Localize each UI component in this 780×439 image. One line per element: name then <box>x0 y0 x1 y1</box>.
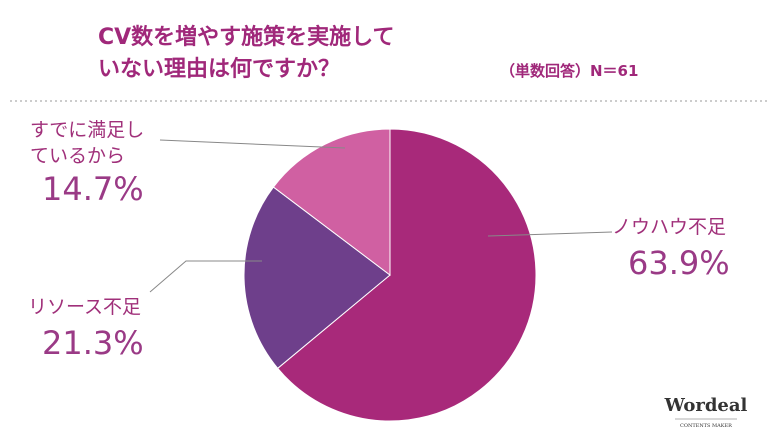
pie-slice <box>272 128 391 277</box>
slice-label: リソース不足 <box>28 296 142 318</box>
leader-line <box>149 260 262 293</box>
subtitle: （単数回答）N＝61 <box>500 62 638 80</box>
value-label: 21.3% <box>42 324 144 362</box>
leader-line <box>487 231 613 237</box>
slice-label: ノウハウ不足 <box>612 216 727 238</box>
slice-label: すでに満足しているから <box>30 119 145 167</box>
leader-line <box>159 139 346 149</box>
value-label: 14.7% <box>42 170 144 208</box>
pie-slice <box>243 186 391 370</box>
value-label: 63.9% <box>628 244 730 282</box>
logo-tagline: CONTENTS MAKER <box>680 423 732 429</box>
title-line: CV数を増やす施策を実施して <box>98 24 395 50</box>
title-line: いない理由は何ですか？ <box>98 56 340 82</box>
logo-name: Wordeal <box>664 395 748 416</box>
pie-slice <box>277 128 537 422</box>
